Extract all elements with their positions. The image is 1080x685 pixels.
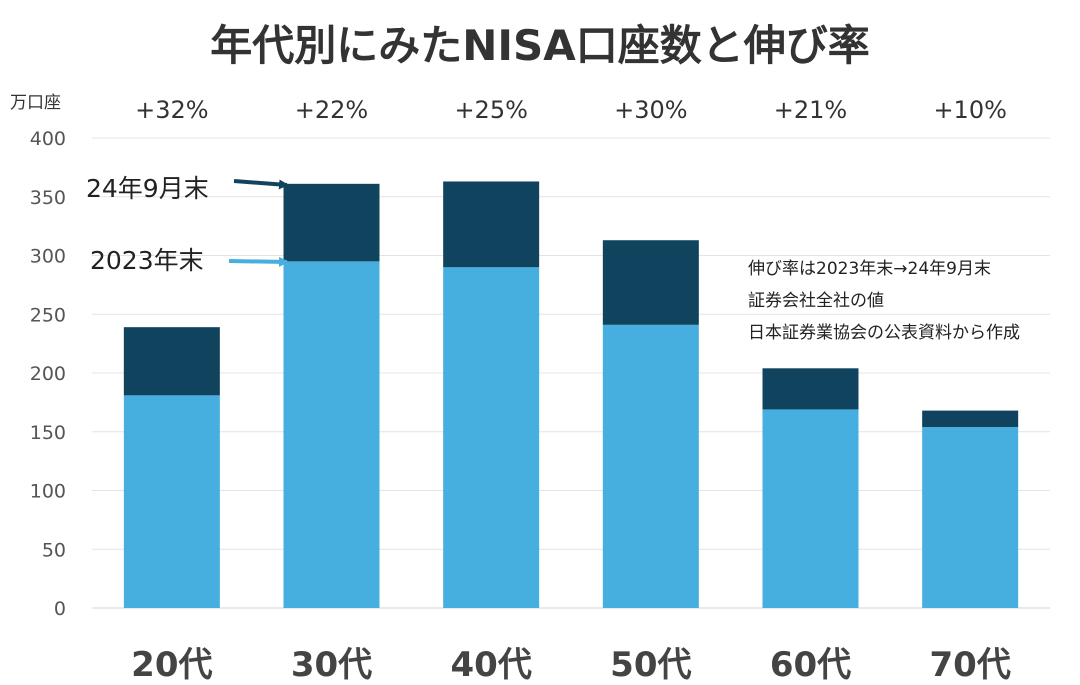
note-line-1: 伸び率は2023年末→24年9月末 — [748, 259, 991, 279]
bar-2024-sep-increase — [123, 327, 220, 396]
y-tick-label: 200 — [30, 363, 66, 385]
growth-label: +22% — [295, 96, 368, 124]
bar-2023-end — [602, 324, 699, 608]
bar-2024-sep-increase — [922, 410, 1019, 428]
y-tick-label: 300 — [30, 246, 66, 268]
growth-label: +30% — [614, 96, 687, 124]
x-category-label: 20代 — [131, 645, 212, 685]
bar-2023-end — [762, 409, 859, 608]
growth-label: +10% — [933, 96, 1006, 124]
x-category-label: 40代 — [451, 645, 532, 685]
y-tick-label: 250 — [30, 304, 66, 326]
legend-arrow-2024-sep — [233, 179, 289, 190]
y-tick-label: 350 — [30, 187, 66, 209]
y-axis-ticks: 0 50 100 150 200 250 300 350 400 — [30, 128, 66, 620]
legend-label-2024-sep: 24年9月末 — [86, 174, 209, 203]
chart-title: 年代別にみたNISA口座数と伸び率 — [210, 21, 870, 70]
note-line-3: 日本証券業協会の公表資料から作成 — [748, 323, 1020, 343]
x-category-label: 60代 — [770, 645, 851, 685]
bar-2024-sep-increase — [762, 368, 859, 410]
x-category-label: 30代 — [291, 645, 372, 685]
y-axis-unit: 万口座 — [10, 93, 61, 113]
legend-label-2023: 2023年末 — [90, 246, 204, 275]
grid — [92, 137, 1050, 609]
notes: 伸び率は2023年末→24年9月末 証券会社全社の値 日本証券業協会の公表資料か… — [748, 259, 1020, 343]
bar-2024-sep-increase — [602, 240, 699, 325]
note-line-2: 証券会社全社の値 — [748, 291, 884, 311]
y-tick-label: 50 — [42, 539, 66, 561]
growth-label: +25% — [454, 96, 527, 124]
x-category-label: 50代 — [610, 645, 691, 685]
bar-2023-end — [123, 395, 220, 608]
bar-2023-end — [443, 267, 540, 608]
legend-arrow-2023 — [228, 256, 289, 267]
y-tick-label: 100 — [30, 481, 66, 503]
y-tick-label: 150 — [30, 422, 66, 444]
bar-2023-end — [922, 427, 1019, 608]
x-category-label: 70代 — [930, 645, 1011, 685]
y-tick-label: 0 — [54, 598, 66, 620]
bar-2024-sep-increase — [443, 181, 540, 268]
growth-label: +32% — [135, 96, 208, 124]
y-tick-label: 400 — [30, 128, 66, 150]
growth-label: +21% — [774, 96, 847, 124]
x-axis-labels: 20代 30代 40代 50代 60代 70代 — [131, 645, 1011, 685]
bar-2024-sep-increase — [283, 183, 380, 262]
bars — [123, 181, 1019, 608]
growth-labels: +32% +22% +25% +30% +21% +10% — [135, 96, 1007, 124]
bar-2023-end — [283, 261, 380, 608]
